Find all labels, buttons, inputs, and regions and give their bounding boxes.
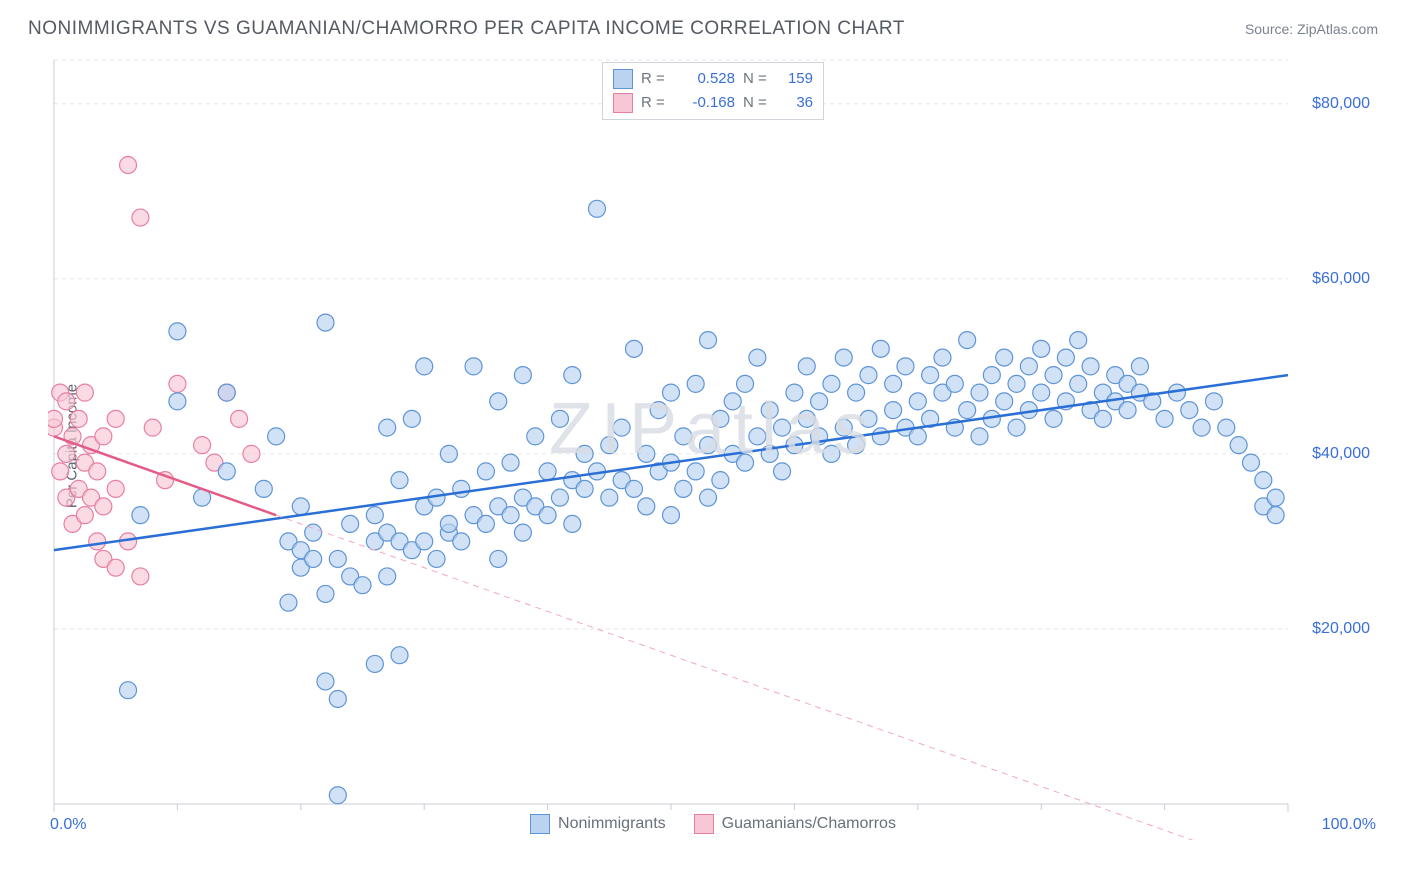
legend-row: R = 0.528 N = 159 — [613, 67, 813, 91]
legend-swatch — [694, 814, 714, 834]
legend-swatch — [613, 69, 633, 89]
y-axis-tick-label: $80,000 — [1312, 95, 1370, 113]
chart-area: ZIPatlas R = 0.528 N = 159 R = -0.168 N … — [48, 50, 1378, 840]
y-axis-tick-label: $20,000 — [1312, 620, 1370, 638]
legend-n-label: N = — [743, 67, 771, 91]
x-axis-min-label: 0.0% — [50, 816, 86, 834]
legend-r-value: -0.168 — [677, 91, 735, 115]
x-axis-max-label: 100.0% — [1322, 816, 1376, 834]
legend-row: R = -0.168 N = 36 — [613, 91, 813, 115]
chart-title: NONIMMIGRANTS VS GUAMANIAN/CHAMORRO PER … — [28, 18, 905, 40]
legend-n-value: 159 — [779, 67, 813, 91]
legend-r-value: 0.528 — [677, 67, 735, 91]
source-attribution: Source: ZipAtlas.com — [1245, 21, 1378, 37]
y-axis-tick-label: $40,000 — [1312, 445, 1370, 463]
legend-r-label: R = — [641, 67, 669, 91]
legend-swatch — [530, 814, 550, 834]
series-legend-label: Guamanians/Chamorros — [722, 815, 896, 833]
correlation-legend: R = 0.528 N = 159 R = -0.168 N = 36 — [602, 62, 824, 120]
legend-n-value: 36 — [779, 91, 813, 115]
series-legend-label: Nonimmigrants — [558, 815, 666, 833]
legend-swatch — [613, 93, 633, 113]
series-legend-item: Guamanians/Chamorros — [694, 814, 896, 834]
series-legend: Nonimmigrants Guamanians/Chamorros — [48, 814, 1378, 834]
series-legend-item: Nonimmigrants — [530, 814, 666, 834]
y-axis-tick-label: $60,000 — [1312, 270, 1370, 288]
legend-n-label: N = — [743, 91, 771, 115]
legend-r-label: R = — [641, 91, 669, 115]
